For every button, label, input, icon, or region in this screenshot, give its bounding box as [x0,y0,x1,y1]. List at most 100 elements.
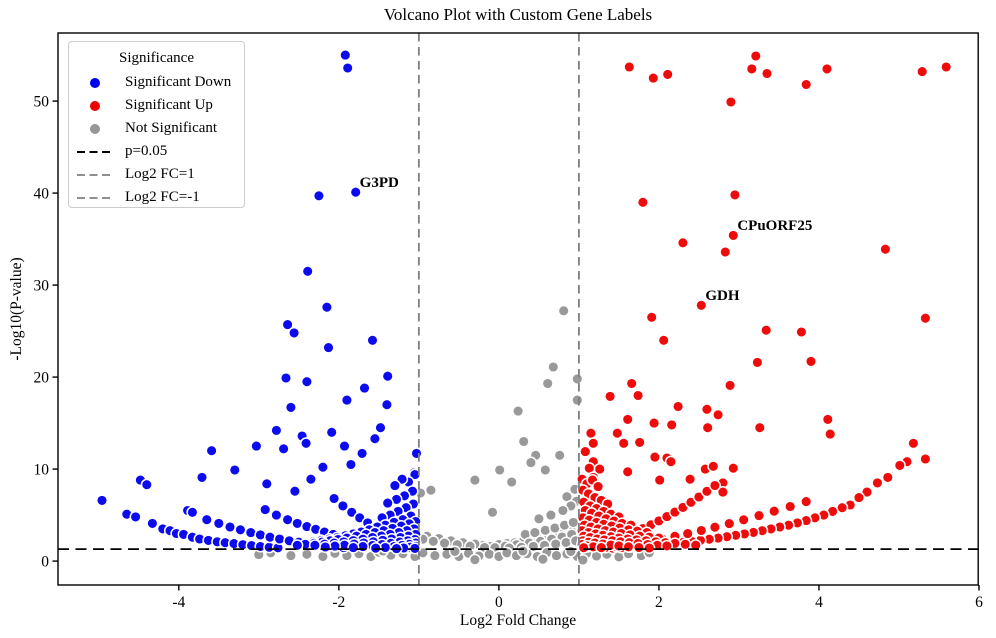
y-tick-label: 10 [34,462,50,479]
scatter-point [660,539,673,552]
scatter-point [745,62,758,75]
legend-item: Significant Up [69,94,244,117]
scatter-point [341,61,354,75]
scatter-point [919,452,932,466]
scatter-point [595,541,608,554]
scatter-point [700,485,713,498]
legend-item-label: Log2 FC=-1 [125,189,200,205]
x-tick-label: -4 [172,594,185,611]
scatter-point [708,479,721,492]
scatter-point [223,520,237,534]
scatter-point [277,442,290,455]
scatter-point [768,505,781,518]
scatter-point [281,318,294,331]
legend-line-swatch [74,195,116,201]
scatter-point [708,521,721,534]
scatter-point [916,65,929,78]
scatter-point [284,401,297,414]
legend-marker-icon [89,76,101,89]
scatter-point [544,509,557,522]
y-tick-label: 20 [34,370,50,387]
scatter-point [712,408,725,421]
scatter-point [695,524,708,537]
legend-item-label: Significant Up [125,97,213,113]
scatter-point [645,311,658,324]
gene-label-g3pd: G3PD [359,175,399,192]
scatter-point [129,510,142,523]
legend-item: Log2 FC=-1 [69,186,244,209]
scatter-point [234,523,247,536]
scatter-point [300,375,313,388]
scatter-point [665,418,678,431]
scatter-point [723,517,736,530]
scatter-point [516,544,529,558]
scatter-point [325,426,338,439]
scatter-point [701,421,714,434]
scatter-point [584,427,597,440]
y-tick-label: 0 [41,554,49,571]
scatter-point [632,389,645,402]
legend-dashed-line-icon [77,196,113,199]
scatter-point [719,245,732,259]
scatter-point [632,541,645,554]
scatter-point [380,398,393,411]
legend-marker-icon [89,122,101,135]
y-tick-label: 40 [34,186,50,203]
scatter-point [195,471,209,484]
scatter-point [724,379,737,392]
y-axis-label: -Log10(P-value) [8,257,25,361]
scatter-point [186,506,199,519]
scatter-point [653,474,666,487]
scatter-point [571,372,584,385]
scatter-point [692,490,705,504]
scatter-point [549,537,562,551]
scatter-point [410,447,423,460]
scatter-point [940,60,953,74]
scatter-point [140,478,153,491]
scatter-point [648,451,661,464]
scatter-point [244,526,257,539]
legend-item: p=0.05 [69,140,244,163]
gene-label-gdh: GDH [705,288,740,305]
scatter-point [907,437,920,450]
scatter-point [567,516,580,529]
scatter-point [381,497,394,510]
scatter-point [486,506,499,519]
scatter-point [716,486,729,499]
scatter-point [316,461,329,474]
scatter-point [338,440,351,453]
scatter-point [707,460,720,473]
y-tick-label: 50 [34,94,50,111]
scatter-point [852,491,866,504]
scatter-point [557,304,570,317]
y-tick-label: 30 [34,278,50,295]
scatter-point [300,548,313,561]
scatter-point [804,355,818,368]
scatter-point [661,68,674,81]
scatter-point [547,360,560,374]
scatter-point [339,49,352,62]
scatter-point [676,236,689,249]
scatter-point [270,509,283,522]
scatter-point [468,474,481,487]
scatter-point [571,394,584,407]
scatter-point [751,356,764,369]
x-axis-label: Log2 Fold Change [459,612,577,629]
scatter-point [428,549,441,562]
scatter-point [800,78,813,91]
scatter-point [250,440,263,453]
scatter-point [291,539,304,552]
scatter-point [279,371,293,385]
scatter-point [284,549,297,562]
scatter-point [369,542,382,555]
scatter-point [617,437,630,450]
legend-item-label: Log2 FC=1 [125,166,195,182]
scatter-point [254,528,267,541]
scatter-point [336,499,349,512]
scatter-point [893,459,906,472]
scatter-point [820,62,834,75]
x-tick-label: 4 [815,594,823,611]
scatter-point [320,301,333,314]
legend-item: Significant Down [69,71,244,94]
